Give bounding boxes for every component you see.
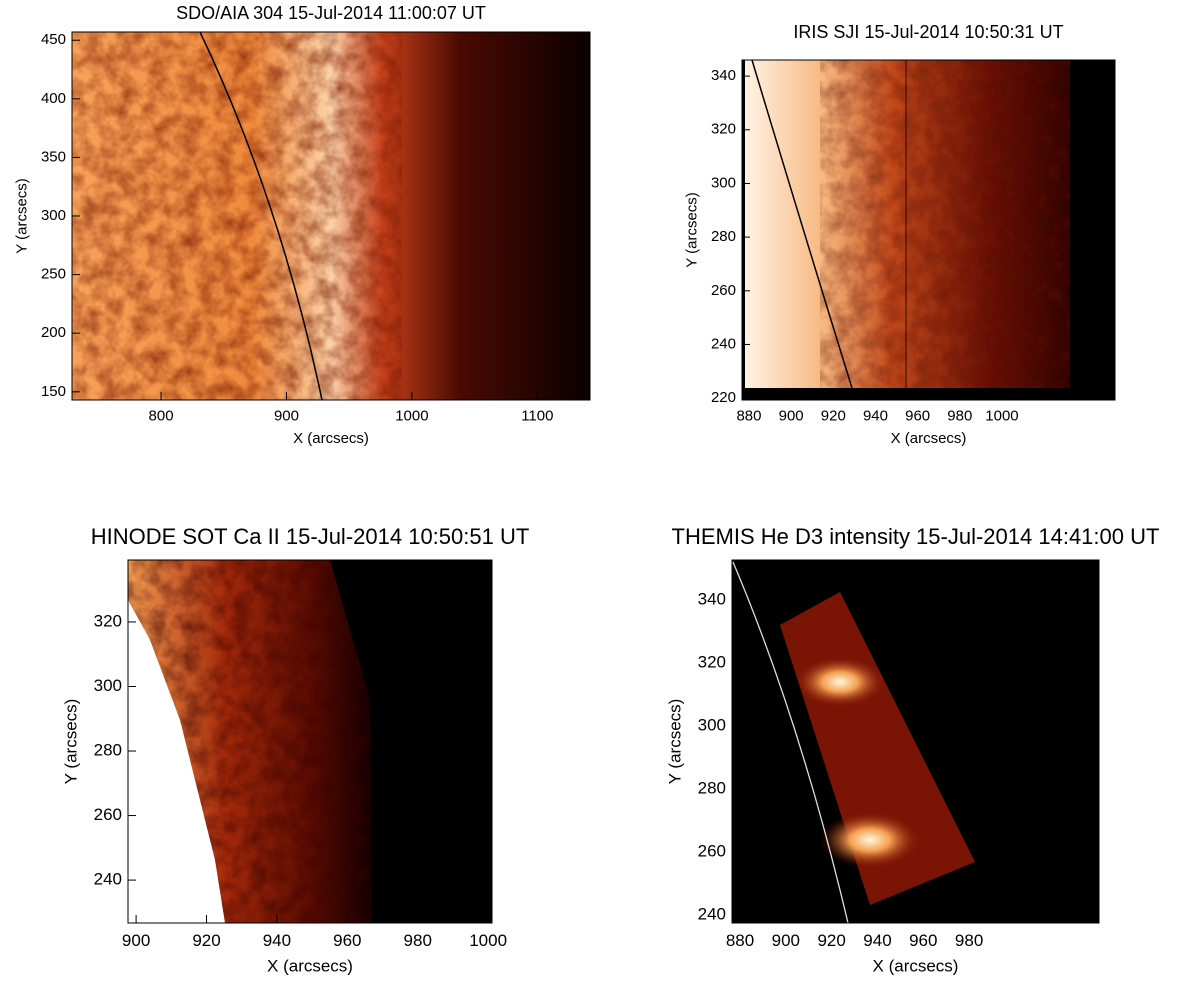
x-tick-label: 940: [863, 931, 891, 950]
x-tick-label: 980: [947, 407, 972, 424]
x-tick-label: 960: [909, 931, 937, 950]
x-tick-label: 880: [726, 931, 754, 950]
y-tick-label: 300: [41, 207, 66, 224]
x-tick-label: 960: [333, 931, 361, 950]
y-axis-label: Y (arcsecs): [61, 699, 80, 785]
x-tick-label: 920: [817, 931, 845, 950]
x-axis-label: X (arcsecs): [267, 957, 353, 976]
y-tick-label: 260: [94, 805, 122, 824]
y-tick-label: 280: [698, 779, 726, 798]
image-iris-texture: [820, 60, 1070, 388]
y-tick-label: 240: [698, 905, 726, 924]
y-tick-label: 260: [711, 282, 736, 299]
x-tick-label: 980: [955, 931, 983, 950]
x-tick-label: 800: [149, 407, 174, 424]
y-axis-label: Y (arcsecs): [683, 192, 700, 268]
x-tick-label: 880: [736, 407, 761, 424]
limb-line: [732, 561, 849, 924]
x-tick-label: 920: [821, 407, 846, 424]
y-tick-label: 340: [711, 67, 736, 84]
panel-title: THEMIS He D3 intensity 15-Jul-2014 14:41…: [672, 524, 1160, 549]
x-tick-label: 1000: [395, 407, 428, 424]
x-axis-label: X (arcsecs): [891, 430, 967, 447]
limb-line: [199, 31, 323, 401]
y-tick-label: 240: [94, 870, 122, 889]
bright-blob: [795, 657, 885, 707]
x-tick-label: 900: [122, 931, 150, 950]
limb-line: [751, 59, 853, 389]
y-tick-label: 400: [41, 90, 66, 107]
x-tick-label: 900: [772, 931, 800, 950]
y-tick-label: 200: [41, 324, 66, 341]
x-tick-label: 920: [192, 931, 220, 950]
x-tick-label: 940: [863, 407, 888, 424]
x-tick-label: 980: [404, 931, 432, 950]
y-tick-label: 280: [711, 228, 736, 245]
x-tick-label: 900: [274, 407, 299, 424]
x-tick-label: 1000: [469, 931, 507, 950]
y-tick-label: 320: [711, 121, 736, 138]
panel-title: SDO/AIA 304 15-Jul-2014 11:00:07 UT: [176, 3, 486, 23]
y-tick-label: 240: [711, 335, 736, 352]
plot-frame: [731, 559, 1100, 924]
y-tick-label: 280: [94, 741, 122, 760]
x-tick-label: 960: [905, 407, 930, 424]
x-tick-label: 940: [263, 931, 291, 950]
plot-frame: [741, 59, 1116, 401]
image-sot-disk: [128, 600, 225, 923]
panel-images: [72, 31, 1115, 924]
y-tick-label: 350: [41, 148, 66, 165]
y-tick-label: 320: [94, 611, 122, 630]
x-tick-label: 1000: [985, 407, 1018, 424]
y-tick-label: 450: [41, 31, 66, 48]
y-tick-label: 250: [41, 266, 66, 283]
x-tick-label: 900: [779, 407, 804, 424]
panel-title: HINODE SOT Ca II 15-Jul-2014 10:50:51 UT: [91, 524, 530, 549]
panel-title: IRIS SJI 15-Jul-2014 10:50:31 UT: [793, 22, 1063, 42]
image-aia-texture: [72, 32, 402, 400]
x-axis-label: X (arcsecs): [293, 430, 369, 447]
y-axis-label: Y (arcsecs): [13, 178, 30, 254]
bright-blob: [820, 812, 920, 868]
y-tick-label: 300: [698, 716, 726, 735]
y-tick-label: 300: [94, 676, 122, 695]
plot-frame: [127, 559, 493, 924]
y-tick-label: 300: [711, 174, 736, 191]
y-axis-label: Y (arcsecs): [665, 699, 684, 785]
y-tick-label: 220: [711, 389, 736, 406]
y-tick-label: 260: [698, 842, 726, 861]
x-axis-label: X (arcsecs): [873, 957, 959, 976]
y-tick-label: 150: [41, 383, 66, 400]
y-tick-label: 340: [698, 590, 726, 609]
y-tick-label: 320: [698, 653, 726, 672]
x-tick-label: 1100: [521, 407, 553, 424]
